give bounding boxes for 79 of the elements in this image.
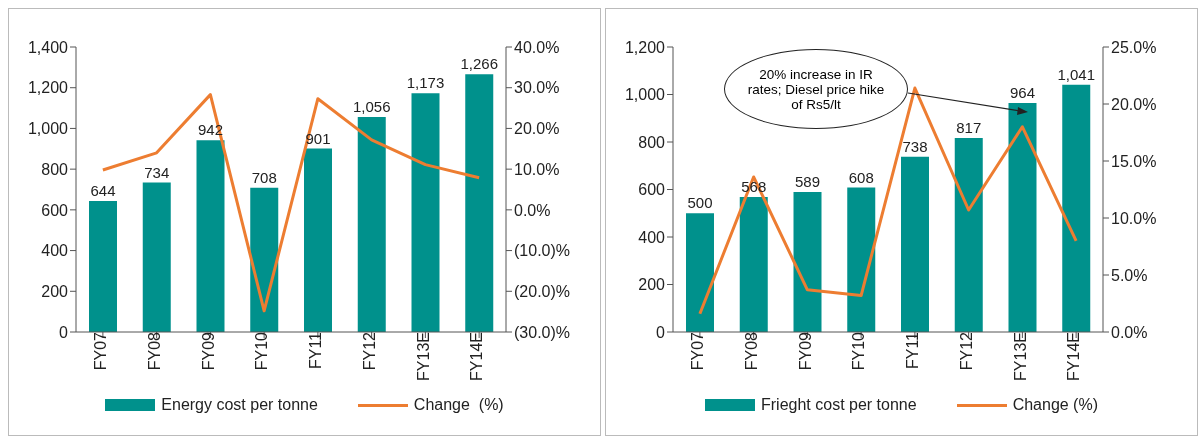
y-tick-label: 0 [656,323,666,341]
x-tick-label: FY10 [253,331,271,371]
bar [196,140,225,332]
y2-tick-label: 10.0% [1111,209,1157,227]
data-label: 500 [687,194,713,212]
x-tick-label: FY07 [689,331,707,371]
legend-label: Change (%) [413,396,504,414]
y2-tick-label: 40.0% [514,38,560,56]
y-tick-label: 800 [41,160,69,178]
y2-tick-label: 25.0% [1111,38,1157,56]
bar [793,192,822,332]
bar [357,117,386,332]
bar [901,156,929,332]
y-tick-label: 400 [41,242,69,260]
y-tick-label: 800 [638,133,666,151]
x-tick-label: FY14E [468,332,486,381]
y2-tick-label: (20.0)% [514,282,571,300]
data-label: 738 [902,137,928,155]
y-tick-label: 400 [638,228,666,246]
bar [1008,103,1037,332]
y-tick-label: 200 [638,276,666,294]
legend-label: Energy cost per tonne [161,396,318,414]
x-tick-label: FY09 [796,331,814,371]
x-tick-label: FY11 [904,331,922,370]
y2-tick-label: 20.0% [514,120,560,138]
bar [739,197,768,332]
bar [954,137,983,332]
y-tick-label: 1,000 [27,120,69,138]
bar [304,148,332,332]
y-tick-label: 600 [41,201,69,219]
bar [686,213,714,332]
bar [142,182,171,332]
y2-tick-label: (30.0)% [514,323,571,341]
data-label: 817 [956,118,982,136]
y2-tick-label: 5.0% [1111,266,1148,284]
y-tick-label: 600 [638,181,666,199]
data-label: 1,041 [1057,65,1096,83]
x-tick-label: FY13E [1011,332,1029,381]
x-tick-label: FY11 [307,331,325,370]
data-label: 1,056 [352,98,391,116]
y-tick-label: 200 [41,282,69,300]
y2-tick-label: 30.0% [514,79,560,97]
y2-tick-label: 20.0% [1111,95,1157,113]
y-tick-label: 1,200 [27,79,69,97]
data-label: 964 [1009,84,1036,102]
x-tick-label: FY12 [957,331,975,371]
data-label: 644 [90,181,116,199]
x-tick-label: FY12 [360,331,378,371]
bar [465,74,494,332]
bar [250,187,279,332]
bar [411,93,440,332]
x-tick-label: FY10 [850,331,868,371]
x-tick-label: FY08 [742,331,760,371]
y2-tick-label: (10.0)% [514,242,571,260]
data-label: 608 [848,168,874,186]
bar [1062,84,1091,332]
y-tick-label: 1,200 [624,38,666,56]
y-tick-label: 0 [59,323,69,341]
x-tick-label: FY09 [199,331,217,371]
annotation: 20% increase in IR rates; Diesel price hike of Rs5/lt [747,66,885,112]
y2-tick-label: 15.0% [1111,152,1157,170]
x-tick-label: FY14E [1065,332,1083,381]
legend-label: Frieght cost per tonne [760,396,917,414]
data-label: 734 [144,163,170,181]
x-tick-label: FY08 [145,331,163,371]
data-label: 1,173 [406,74,445,92]
y-tick-label: 1,000 [624,86,666,104]
data-label: 708 [251,168,277,186]
data-label: 1,266 [460,55,499,73]
x-tick-label: FY13E [414,332,432,381]
y-tick-label: 1,400 [27,38,69,56]
x-tick-label: FY07 [92,331,110,371]
y2-tick-label: 10.0% [514,160,560,178]
bar [847,187,876,332]
bar [89,200,117,332]
y2-tick-label: 0.0% [514,201,551,219]
data-label: 589 [794,173,821,191]
y2-tick-label: 0.0% [1111,323,1148,341]
legend-label: Change (%) [1012,396,1098,414]
